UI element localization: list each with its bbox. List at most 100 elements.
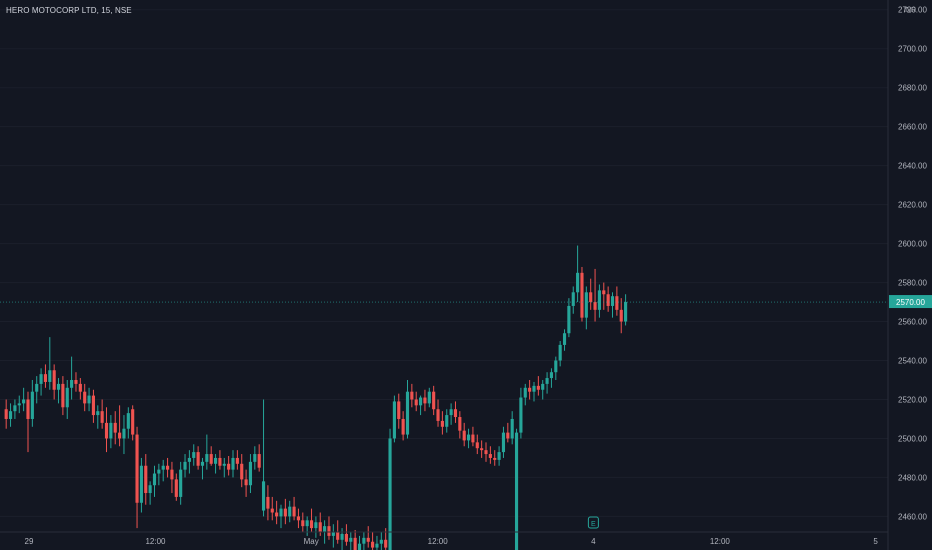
y-tick-label: 2700.00: [898, 45, 927, 54]
candle-body: [615, 296, 619, 310]
candle-body: [100, 411, 104, 423]
candle-body: [545, 378, 549, 384]
candle-body: [52, 370, 56, 390]
candle-body: [26, 399, 30, 419]
candle-body: [209, 454, 213, 464]
candle-body: [602, 290, 606, 295]
candle-body: [488, 454, 492, 458]
y-tick-label: 2480.00: [898, 473, 927, 482]
candle-body: [292, 506, 296, 517]
candle-body: [331, 532, 335, 536]
candle-body: [597, 290, 601, 310]
candle-body: [445, 415, 449, 427]
y-tick-label: 2660.00: [898, 123, 927, 132]
x-tick-label: 12:00: [145, 537, 166, 546]
candle-body: [4, 409, 8, 419]
y-tick-label: 2540.00: [898, 357, 927, 366]
candle-body: [227, 463, 231, 470]
candle-body: [541, 383, 545, 390]
candle-body: [427, 391, 431, 404]
candle-body: [118, 432, 122, 439]
candle-body: [253, 454, 257, 462]
candle-body: [170, 469, 174, 480]
candle-body: [405, 391, 410, 435]
candle-body: [475, 442, 479, 449]
currency-label: INR: [904, 7, 916, 14]
candle-body: [589, 292, 593, 303]
candle-body: [261, 481, 266, 511]
candle-body: [301, 520, 305, 527]
candle-body: [283, 508, 287, 517]
candle-body: [113, 422, 117, 433]
candle-body: [179, 469, 183, 497]
candle-body: [213, 457, 218, 464]
candle-body: [205, 454, 209, 462]
candle-body: [458, 417, 462, 431]
earnings-marker[interactable]: [587, 516, 599, 529]
candle-body: [532, 385, 536, 392]
candle-body: [139, 465, 143, 503]
candle-body: [161, 465, 165, 470]
x-tick-label: 12:00: [710, 537, 731, 546]
candle-body: [344, 533, 348, 542]
candle-body: [384, 539, 388, 548]
candle-body: [122, 428, 126, 439]
candle-body: [528, 387, 532, 392]
x-tick-label: 12:00: [428, 537, 449, 546]
candle-body: [70, 380, 74, 388]
candle-body: [558, 344, 562, 361]
candle-body: [619, 309, 623, 322]
candle-body: [593, 302, 597, 310]
candle-body: [379, 539, 383, 544]
candle-body: [449, 409, 453, 416]
candle-body: [35, 383, 39, 392]
candle-body: [432, 391, 436, 410]
candle-body: [248, 461, 253, 486]
candle-body: [279, 508, 283, 517]
candle-body: [174, 479, 178, 497]
earnings-marker-label: E: [591, 521, 596, 528]
candle-body: [336, 532, 340, 540]
candle-body: [401, 418, 405, 435]
candle-body: [266, 496, 270, 509]
candle-body: [183, 461, 187, 470]
candle-body: [231, 457, 235, 470]
candle-body: [375, 543, 379, 548]
candle-body: [257, 454, 261, 468]
candle-body: [414, 399, 418, 406]
candle-body: [610, 296, 615, 306]
candle-body: [65, 387, 69, 408]
candle-body: [493, 457, 497, 460]
candle-body: [196, 452, 200, 466]
candle-body: [392, 401, 396, 439]
candle-body: [362, 537, 366, 544]
candle-body: [314, 522, 318, 529]
candle-body: [501, 432, 506, 453]
candle-body: [305, 520, 309, 527]
candle-body: [366, 537, 370, 542]
candle-body: [131, 409, 135, 435]
candle-body: [484, 450, 488, 455]
candle-body: [43, 374, 48, 382]
candle-body: [397, 401, 401, 419]
y-tick-label: 2560.00: [898, 318, 927, 327]
candle-body: [514, 432, 519, 550]
candle-body: [567, 305, 571, 334]
candle-body: [480, 448, 484, 451]
candle-body: [56, 383, 61, 390]
candle-body: [562, 333, 567, 345]
candle-body: [148, 485, 152, 494]
candle-body: [8, 411, 13, 419]
candle-body: [471, 434, 475, 443]
candle-body: [419, 397, 423, 406]
candle-body: [296, 516, 301, 521]
candle-body: [74, 380, 78, 384]
candle-body: [39, 374, 43, 384]
candle-body: [30, 391, 34, 419]
y-tick-label: 2600.00: [898, 240, 927, 249]
candle-body: [288, 506, 292, 517]
candle-body: [554, 360, 558, 373]
